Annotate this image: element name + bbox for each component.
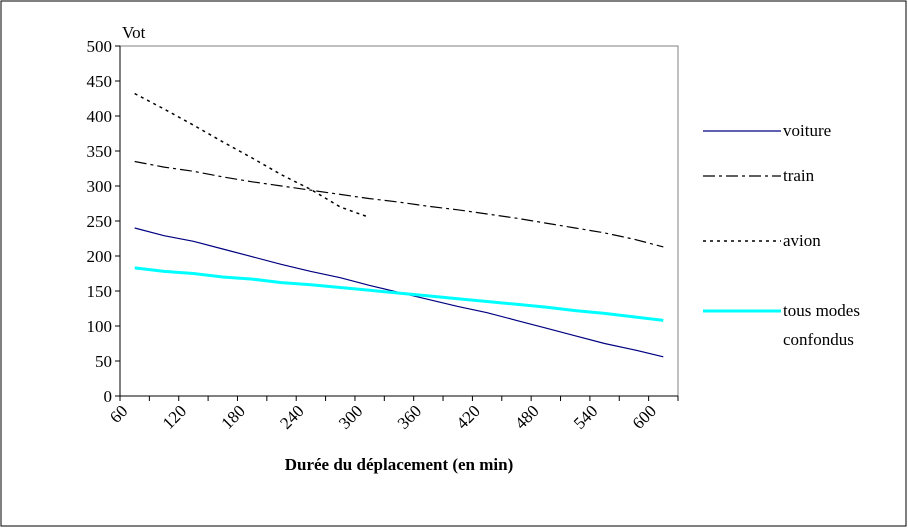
x-axis-label: Durée du déplacement (en min) — [285, 455, 514, 474]
y-tick-label: 500 — [87, 37, 113, 56]
y-tick-label: 350 — [87, 142, 113, 161]
series-line — [134, 160, 664, 248]
y-axis-label: Vot — [122, 23, 146, 42]
y-tick-label: 100 — [87, 317, 113, 336]
y-tick-label: 450 — [87, 72, 113, 91]
y-tick-label: 300 — [87, 177, 113, 196]
series-line — [134, 92, 370, 219]
legend-label: voiture — [783, 121, 832, 140]
legend-label: avion — [783, 231, 821, 250]
y-tick-label: 150 — [87, 282, 113, 301]
legend-label: tous modes confondus — [783, 301, 860, 349]
series-line — [134, 266, 664, 322]
y-tick-label: 0 — [104, 387, 113, 406]
y-tick-label: 200 — [87, 247, 113, 266]
y-tick-label: 250 — [87, 212, 113, 231]
legend-label: train — [783, 166, 815, 185]
y-tick-label: 50 — [95, 352, 112, 371]
y-tick-label: 400 — [87, 107, 113, 126]
